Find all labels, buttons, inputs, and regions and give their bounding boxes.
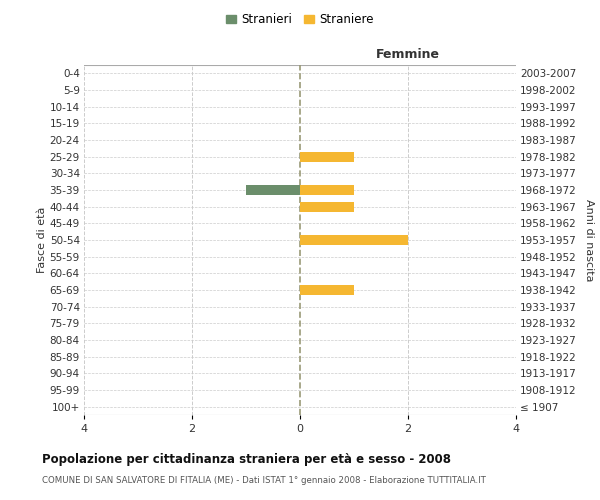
Bar bbox=[300, 285, 354, 295]
Bar bbox=[300, 185, 354, 195]
Legend: Stranieri, Straniere: Stranieri, Straniere bbox=[221, 8, 379, 31]
Bar bbox=[246, 185, 300, 195]
Text: Popolazione per cittadinanza straniera per età e sesso - 2008: Popolazione per cittadinanza straniera p… bbox=[42, 452, 451, 466]
Text: COMUNE DI SAN SALVATORE DI FITALIA (ME) - Dati ISTAT 1° gennaio 2008 - Elaborazi: COMUNE DI SAN SALVATORE DI FITALIA (ME) … bbox=[42, 476, 486, 485]
Y-axis label: Fasce di età: Fasce di età bbox=[37, 207, 47, 273]
Bar bbox=[300, 152, 354, 162]
Bar bbox=[300, 202, 354, 211]
Text: Femmine: Femmine bbox=[376, 48, 440, 62]
Y-axis label: Anni di nascita: Anni di nascita bbox=[584, 198, 593, 281]
Bar bbox=[300, 235, 408, 245]
